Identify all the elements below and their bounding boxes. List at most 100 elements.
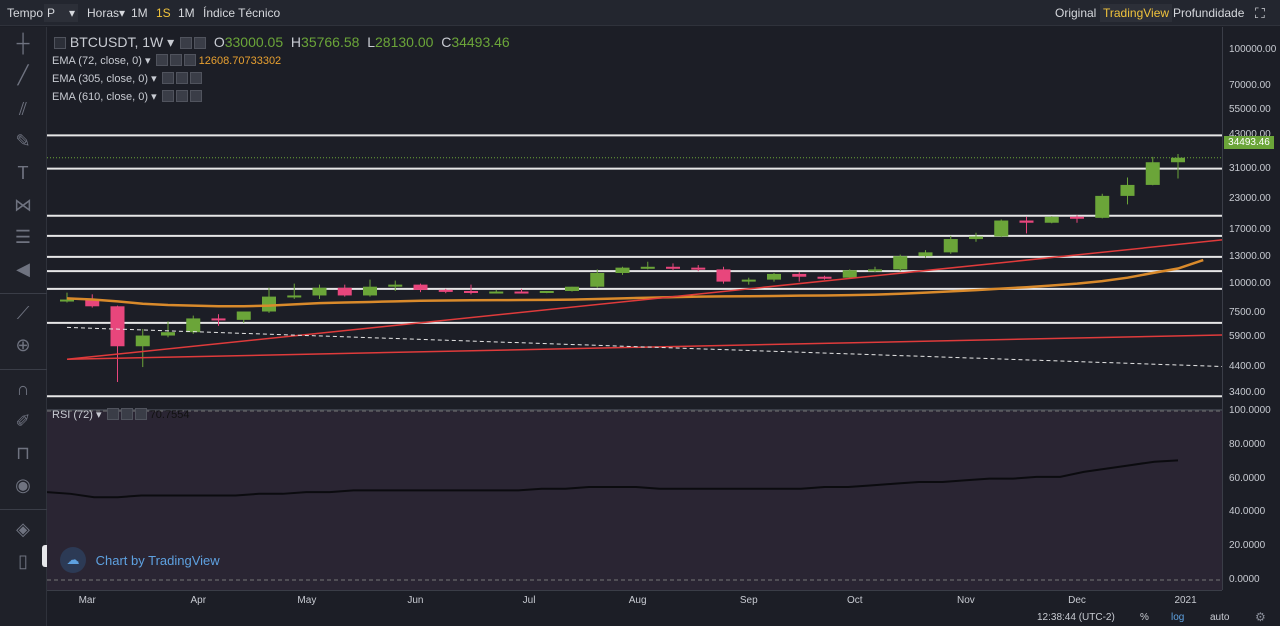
timeframe-select-value: P <box>47 6 56 20</box>
sidebar-divider <box>0 369 47 370</box>
price-tick-label: 13000.00 <box>1229 250 1271 262</box>
candle-body <box>1019 220 1034 223</box>
close-icon[interactable] <box>183 54 196 66</box>
settings-icon[interactable] <box>180 37 193 49</box>
fib-icon[interactable]: ⫽ <box>18 99 28 119</box>
view-depth-tab[interactable]: Profundidade <box>1173 6 1245 20</box>
collapse-icon[interactable] <box>54 37 66 49</box>
hide-icon[interactable] <box>175 90 188 102</box>
sidebar-collapse-handle[interactable] <box>42 545 50 567</box>
sidebar-divider <box>0 293 47 294</box>
hide-icon[interactable] <box>194 37 207 49</box>
chevron-down-icon: ▾ <box>68 6 75 20</box>
log-toggle[interactable]: log <box>1171 612 1185 623</box>
time-tick-label: Sep <box>739 595 758 606</box>
ema305-label[interactable]: EMA (305, close, 0) <box>52 73 148 85</box>
rsi-tick-label: 60.0000 <box>1229 472 1266 484</box>
crosshair-icon[interactable]: ┼ <box>16 33 30 53</box>
rsi-label[interactable]: RSI (72) <box>52 409 93 421</box>
chevron-down-icon[interactable]: ▾ <box>151 73 157 85</box>
back-arrow-icon[interactable]: ◀ <box>16 259 30 279</box>
view-tradingview-tab[interactable]: TradingView <box>1100 4 1173 22</box>
rsi-tick-label: 20.0000 <box>1229 540 1266 552</box>
eye-icon[interactable]: ◉ <box>15 475 31 495</box>
candle-body <box>161 332 175 336</box>
price-tick-label: 7500.00 <box>1229 306 1266 318</box>
rsi-tick-label: 80.0000 <box>1229 438 1266 450</box>
lock-icon[interactable]: ⊓ <box>15 443 31 463</box>
trash-icon[interactable]: ▯ <box>18 551 28 571</box>
prediction-icon[interactable]: ☰ <box>14 227 32 247</box>
settings-icon[interactable] <box>161 72 174 84</box>
price-axis[interactable]: 100000.00 70000.00 55000.00 43000.00 31000.0… <box>1222 27 1280 590</box>
candle-body <box>918 252 933 257</box>
settings-icon[interactable] <box>161 90 174 102</box>
open-value: 33000.05 <box>224 34 284 50</box>
ema610-label[interactable]: EMA (610, close, 0) <box>52 91 148 103</box>
sidebar-divider <box>0 509 47 510</box>
settings-icon[interactable] <box>155 54 168 66</box>
view-original-tab[interactable]: Original <box>1055 6 1097 20</box>
chevron-down-icon[interactable]: ▾ <box>167 34 175 50</box>
price-tick-label: 4400.00 <box>1229 361 1266 373</box>
auto-toggle[interactable]: auto <box>1210 612 1230 623</box>
indicators-button[interactable]: Índice Técnico <box>203 6 281 20</box>
price-tick-label: 5900.00 <box>1229 331 1266 343</box>
ema72-label[interactable]: EMA (72, close, 0) <box>52 55 142 67</box>
trend-line <box>66 239 1222 361</box>
close-icon[interactable] <box>134 408 147 420</box>
chart-plot-area[interactable] <box>47 27 1222 590</box>
chevron-down-icon[interactable]: ▾ <box>96 409 102 421</box>
brand-label: Chart by TradingView <box>95 552 220 568</box>
tradingview-brand[interactable]: ☁ Chart by TradingView <box>60 547 220 573</box>
layers-icon[interactable]: ◈ <box>16 519 30 539</box>
fullscreen-icon[interactable]: ⛶ <box>1255 5 1265 21</box>
candle-body <box>489 291 504 294</box>
close-icon[interactable] <box>189 72 202 84</box>
time-tick-label: 2021 <box>1174 595 1197 606</box>
pattern-icon[interactable]: ⋈ <box>14 195 32 215</box>
price-tick-label: 23000.00 <box>1229 192 1271 204</box>
candle-body <box>363 286 377 296</box>
text-icon[interactable]: T <box>17 163 29 183</box>
candle-body <box>691 267 706 270</box>
hide-icon[interactable] <box>169 54 182 66</box>
interval-1m-month-button[interactable]: 1M <box>178 6 195 20</box>
rsi-value: 70.7554 <box>149 409 190 421</box>
magnet-icon[interactable]: ∩ <box>16 379 30 399</box>
ruler-icon[interactable]: ⟋ <box>16 303 30 323</box>
close-value: 34493.46 <box>451 34 510 50</box>
chevron-down-icon[interactable]: ▾ <box>144 55 151 67</box>
time-axis[interactable]: Mar Apr May Jun Jul Aug Sep Oct Nov Dec 2021 <box>47 590 1222 610</box>
percent-toggle[interactable]: % <box>1140 612 1149 623</box>
interval-1s-button[interactable]: 1S <box>156 6 171 20</box>
chevron-down-icon[interactable]: ▾ <box>151 91 157 103</box>
timeframe-select[interactable]: P ▾ <box>44 4 78 22</box>
candle-body <box>615 267 630 273</box>
candle-body <box>287 295 302 298</box>
legend-rsi: RSI (72) ▾ 70.7554 <box>52 408 189 421</box>
candle-body <box>211 318 226 321</box>
hide-icon[interactable] <box>175 72 188 84</box>
interval-1m-button[interactable]: 1M <box>131 6 148 20</box>
zoom-in-icon[interactable]: ⊕ <box>15 335 31 355</box>
high-value: 35766.58 <box>301 34 360 50</box>
close-icon[interactable] <box>189 90 202 102</box>
candle-body <box>413 284 428 290</box>
interval-unit-select[interactable]: Horas▾ <box>84 4 128 22</box>
bottom-bar: 12:38:44 (UTC-2) % log auto ⚙ <box>47 610 1280 626</box>
symbol-label[interactable]: BTCUSDT, 1W <box>69 34 164 50</box>
trend-line-icon[interactable]: ╱ <box>17 65 29 85</box>
stay-drawing-icon[interactable]: ✐ <box>15 411 31 431</box>
gear-icon[interactable]: ⚙ <box>1255 610 1266 624</box>
rsi-tick-label: 0.0000 <box>1229 574 1260 585</box>
hide-icon[interactable] <box>120 408 133 420</box>
price-tick-label: 17000.00 <box>1229 223 1271 235</box>
time-tick-label: May <box>297 595 317 606</box>
last-price-tag: 34493.46 <box>1224 136 1274 149</box>
settings-icon[interactable] <box>106 408 119 420</box>
brush-icon[interactable]: ✎ <box>15 131 31 151</box>
rsi-tick-label: 40.0000 <box>1229 506 1266 518</box>
candle-body <box>1095 195 1110 218</box>
time-tick-label: Oct <box>847 595 863 606</box>
